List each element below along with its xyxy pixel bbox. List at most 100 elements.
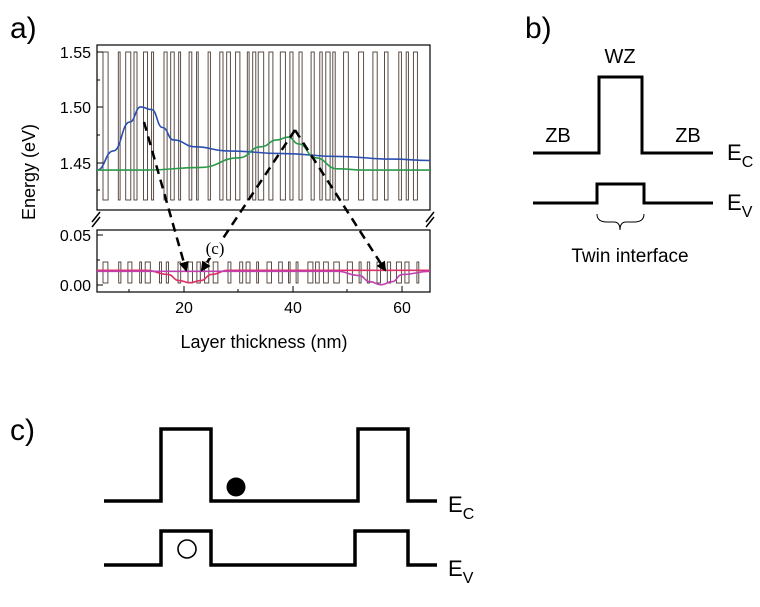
structure-bar [332, 51, 336, 201]
structure-bar [102, 51, 109, 201]
ec-label: EC [727, 140, 753, 171]
structure-bar [412, 51, 418, 201]
y-ticks-upper: 1.55 1.50 1.45 [60, 45, 103, 191]
structure-bar [117, 51, 121, 201]
structure-bar [372, 51, 378, 201]
hole-circle [177, 539, 197, 559]
lower-plot-frame [96, 229, 431, 293]
structure-bar [325, 51, 331, 201]
ec-label-c: EC [448, 492, 474, 523]
series-line-0 [96, 106, 431, 171]
structure-bar [144, 261, 151, 284]
structure-bar [279, 51, 286, 201]
annotation-c: (c) [206, 239, 225, 258]
structure-bar [376, 261, 381, 284]
structure-bar [212, 261, 219, 284]
structure-bar [196, 51, 199, 201]
structure-bar [235, 51, 241, 201]
twin-interface-caption: Twin interface [571, 246, 688, 267]
x-tick-label: 60 [393, 300, 411, 317]
electron-dot [226, 477, 246, 497]
lower-structure-bars [102, 261, 420, 284]
structure-bar [358, 261, 362, 284]
structure-bar [289, 51, 294, 201]
structure-bar [386, 261, 392, 284]
y-ticks-lower: 0.05 0.00 [60, 228, 103, 295]
structure-bar [143, 51, 148, 201]
structure-bar [310, 51, 315, 201]
structure-bar [268, 51, 274, 201]
conduction-band-line-c [104, 427, 437, 503]
zb-left-label: ZB [545, 125, 571, 147]
structure-bar [288, 261, 291, 284]
valence-band-line-c [104, 529, 437, 567]
structure-bar [170, 51, 175, 201]
zb-right-label: ZB [675, 125, 701, 147]
structure-bar [257, 51, 265, 201]
series-line-1 [97, 136, 430, 171]
upper-structure-bars [102, 51, 418, 201]
structure-bar [188, 51, 193, 201]
structure-bar [163, 51, 168, 201]
y-tick-label: 1.45 [60, 156, 91, 173]
structure-bar [196, 261, 201, 284]
structure-bar [125, 51, 132, 201]
structure-bar [245, 261, 251, 284]
structure-bar [307, 261, 314, 284]
structure-bar [366, 261, 371, 284]
upper-plot-frame [96, 44, 431, 211]
structure-bar [219, 51, 224, 201]
structure-bar [151, 51, 155, 201]
structure-bar [278, 261, 283, 284]
structure-bar [239, 261, 244, 284]
structure-bar [319, 51, 323, 201]
structure-bar [405, 51, 409, 201]
structure-bar [404, 261, 410, 284]
structure-bar [226, 51, 231, 201]
ev-label: EV [727, 190, 753, 221]
annotation-bg [199, 238, 231, 258]
conduction-band-line [533, 75, 713, 155]
structure-bar [165, 261, 169, 284]
twin-interface-brace [596, 213, 645, 231]
structure-bar [395, 261, 402, 284]
valence-band-line [533, 182, 713, 205]
structure-bar [133, 51, 138, 201]
y-axis-title: Energy (eV) [19, 124, 39, 220]
y-tick-label: 0.00 [60, 278, 91, 295]
structure-bar [398, 51, 402, 201]
structure-bar [127, 261, 133, 284]
series-line-3 [96, 270, 431, 286]
structure-bar [187, 261, 193, 284]
structure-bar [323, 261, 329, 284]
structure-bar [358, 51, 365, 201]
structure-bar [178, 51, 182, 201]
panel-c-label: c) [10, 414, 35, 447]
structure-bar [315, 261, 320, 284]
x-axis-title: Layer thickness (nm) [180, 332, 347, 352]
structure-bar [102, 261, 109, 284]
structure-bar [246, 51, 250, 201]
structure-bar [256, 261, 259, 284]
y-tick-label: 0.05 [60, 228, 91, 245]
structure-bar [227, 261, 232, 284]
structure-bar [295, 261, 299, 284]
structure-bar [266, 261, 272, 284]
axis-break-marks [91, 211, 435, 228]
structure-bar [139, 261, 142, 284]
x-tick-label: 20 [175, 300, 193, 317]
ev-label-c: EV [448, 556, 474, 587]
wz-label: WZ [604, 46, 635, 68]
energy-curves [96, 106, 431, 286]
structure-bar [298, 51, 303, 201]
structure-bar [384, 51, 389, 201]
structure-bar [343, 51, 349, 201]
structure-bar [346, 261, 353, 284]
series-line-2 [96, 269, 430, 284]
y-tick-label: 1.50 [60, 100, 91, 117]
structure-bar [204, 261, 210, 284]
x-ticks: 20 40 60 [128, 286, 411, 317]
structure-bar [118, 261, 122, 284]
x-tick-label: 40 [284, 300, 302, 317]
